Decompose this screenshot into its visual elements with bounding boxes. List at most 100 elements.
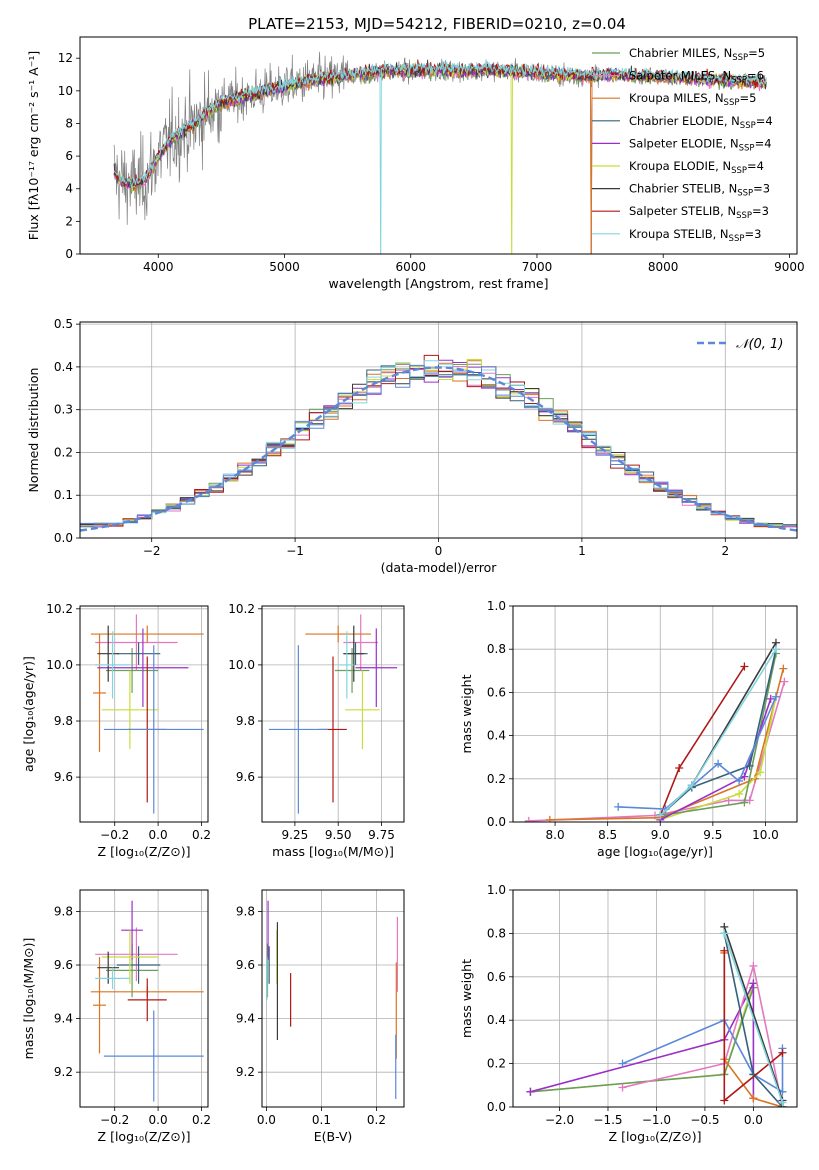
y-tick-label: 9.8: [54, 714, 73, 728]
legend-subscript: SSP: [740, 121, 756, 131]
x-tick-label: 9.5: [703, 828, 722, 842]
y-tick-label: 0.6: [487, 685, 506, 699]
y-tick-label: 0.4: [487, 729, 506, 743]
weight-series: [720, 946, 787, 1105]
axes-age_vs_mass: 9.25 9.50 9.75 9.6 9.8 10.0 10.2 mass [log₁₀(M/…: [228, 602, 404, 859]
y-tick-label: 2: [65, 214, 73, 228]
error-bar-point: [95, 927, 178, 982]
x-tick-label: 0.0: [257, 1113, 276, 1127]
legend-tail: =5: [748, 46, 765, 60]
axes-mass_vs_ebv: 0.0 0.1 0.2 9.2 9.4 9.6 9.8 E(B-V): [236, 890, 404, 1144]
y-tick-label: 9.6: [54, 958, 73, 972]
error-bar-point: [121, 900, 143, 960]
plus-marker: [740, 662, 749, 671]
x-tick-label: 8.5: [598, 828, 617, 842]
x-tick-label: −0.2: [100, 828, 129, 842]
x-tick-label: 0.1: [312, 1113, 331, 1127]
plus-marker: [749, 961, 758, 970]
error-bar-point: [101, 670, 159, 750]
error-bar-point: [97, 628, 189, 707]
y-tick-label: 0.4: [487, 1013, 506, 1027]
axes-massweight_vs_Z: −2.0 −1.5 −1.0 −0.5 0.0 0.0 0.2 0.4 0.6 0.8 1.0 Z […: [459, 883, 797, 1144]
axes-massweight_vs_age: 8.0 8.5 9.0 9.5 10.0 0.0 0.2 0.4 0.6 0.8 1.0 age [l…: [459, 599, 797, 859]
weight-series: [526, 979, 758, 1096]
legend-label: Chabrier MILES, NSSP=5: [629, 46, 765, 63]
x-tick-label: 5000: [269, 260, 300, 274]
legend-entry: Chabrier MILES, NSSP=5: [592, 46, 765, 63]
series-line: [723, 933, 784, 1103]
plus-marker: [524, 816, 533, 822]
x-tick-label: −1.5: [593, 1113, 622, 1127]
error-bar-point: [116, 642, 161, 665]
y-tick-label: 9.6: [236, 958, 255, 972]
x-tick-label: 0.2: [192, 828, 211, 842]
y-tick-label: 0.2: [487, 1057, 506, 1071]
plus-marker: [745, 761, 754, 770]
x-tick-label: 9.25: [282, 828, 309, 842]
x-axis-label: E(B-V): [314, 1129, 353, 1144]
legend-entry: Chabrier ELODIE, NSSP=4: [592, 114, 773, 131]
x-tick-label: 7000: [522, 260, 553, 274]
y-tick-label: 1.0: [487, 599, 506, 613]
series-line: [530, 982, 755, 1099]
plus-marker: [687, 781, 696, 790]
legend-subscript: SSP: [731, 76, 747, 86]
y-tick-label: 0.8: [487, 926, 506, 940]
axes-frame: [261, 605, 405, 823]
x-axis-label: mass [log₁₀(M/M⊙)]: [272, 844, 394, 859]
legend-entry: Kroupa STELIB, NSSP=3: [592, 227, 761, 244]
plus-marker: [756, 768, 765, 777]
x-axis-label: age [log₁₀(age/yr)]: [597, 844, 713, 859]
x-tick-label: 6000: [395, 260, 426, 274]
plus-marker: [618, 1059, 627, 1068]
error-bar-point: [90, 625, 204, 643]
plus-marker: [526, 1087, 535, 1096]
legend-label: Chabrier STELIB, NSSP=3: [629, 182, 770, 199]
plus-marker: [779, 664, 788, 673]
weight-series: [656, 645, 780, 820]
x-tick-label: 9000: [774, 260, 805, 274]
error-bar-point: [339, 631, 354, 699]
y-tick-label: 0.2: [487, 772, 506, 786]
plus-marker: [614, 802, 623, 811]
error-bar-point: [97, 625, 120, 682]
weight-series: [656, 694, 775, 822]
legend-label: Salpeter MILES, NSSP=6: [629, 69, 764, 86]
normal-distribution-curve: [80, 366, 797, 532]
plus-marker: [545, 815, 554, 822]
x-tick-label: −2.0: [545, 1113, 574, 1127]
legend-tail: =4: [747, 159, 764, 173]
x-tick-label: 8000: [648, 260, 679, 274]
plus-marker: [720, 1096, 729, 1105]
y-tick-label: 0.4: [54, 360, 73, 374]
error-bar-point: [106, 648, 159, 693]
y-tick-label: 0.2: [54, 445, 73, 459]
legend-label: Salpeter STELIB, NSSP=3: [629, 204, 769, 221]
x-tick-label: 0.2: [192, 1113, 211, 1127]
legend-subscript: SSP: [724, 98, 740, 108]
legend-entry: Salpeter MILES, NSSP=6: [592, 69, 764, 86]
error-bar-point: [334, 648, 370, 693]
x-axis-label: Z [log₁₀(Z/Z⊙)]: [98, 844, 191, 859]
model-spectrum-line: [113, 59, 767, 254]
y-tick-label: 0.3: [54, 403, 73, 417]
figure-title: PLATE=2153, MJD=54212, FIBERID=0210, z=0…: [248, 15, 626, 33]
legend-tail: =3: [753, 182, 770, 196]
legend-subscript: SSP: [729, 234, 745, 244]
plus-marker: [740, 798, 749, 807]
x-tick-label: 0: [435, 544, 443, 558]
weight-series: [720, 929, 787, 1107]
plus-marker: [618, 1083, 627, 1092]
y-tick-label: 12: [58, 51, 73, 65]
legend-entry: Salpeter ELODIE, NSSP=4: [592, 136, 772, 153]
x-tick-label: 0.0: [744, 1113, 763, 1127]
y-tick-label: 0.5: [54, 317, 73, 331]
y-tick-label: 4: [65, 182, 73, 196]
axes-frame: [512, 605, 798, 823]
legend-subscript: SSP: [737, 189, 753, 199]
plus-marker: [778, 1048, 787, 1057]
legend-tail: =4: [755, 136, 772, 150]
series-line: [549, 668, 785, 821]
y-tick-label: 10.0: [46, 658, 73, 672]
x-tick-label: −1.0: [642, 1113, 671, 1127]
